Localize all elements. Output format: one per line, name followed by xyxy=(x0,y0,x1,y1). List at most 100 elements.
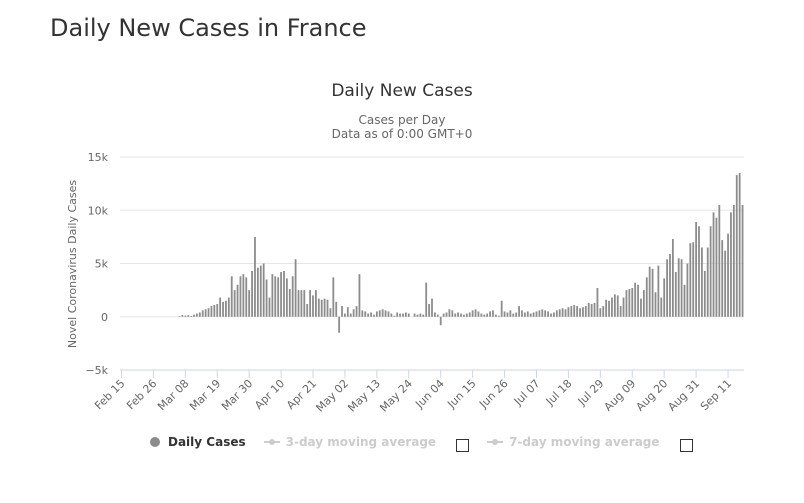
bar[interactable] xyxy=(262,263,265,317)
bar[interactable] xyxy=(251,270,253,317)
bar[interactable] xyxy=(326,299,329,317)
bar[interactable] xyxy=(625,290,628,317)
bar[interactable] xyxy=(332,277,335,317)
bar[interactable] xyxy=(442,313,445,317)
bar[interactable] xyxy=(660,297,663,317)
bar[interactable] xyxy=(439,316,442,326)
bar[interactable] xyxy=(390,313,393,317)
bar[interactable] xyxy=(645,277,648,317)
bar[interactable] xyxy=(178,316,181,317)
bar[interactable] xyxy=(425,282,428,317)
bar[interactable] xyxy=(486,313,489,317)
bar[interactable] xyxy=(582,307,584,317)
bar[interactable] xyxy=(529,313,532,317)
bar[interactable] xyxy=(288,289,291,317)
bar[interactable] xyxy=(596,288,599,317)
bar[interactable] xyxy=(320,299,323,317)
bar[interactable] xyxy=(721,240,724,317)
bar[interactable] xyxy=(245,277,248,317)
bar[interactable] xyxy=(515,312,518,317)
bar[interactable] xyxy=(367,313,370,317)
bar[interactable] xyxy=(500,300,503,317)
bar[interactable] xyxy=(468,312,471,317)
bar[interactable] xyxy=(642,290,645,317)
bar[interactable] xyxy=(709,226,712,317)
bar[interactable] xyxy=(431,298,433,317)
bar[interactable] xyxy=(689,243,692,317)
bar[interactable] xyxy=(309,290,311,317)
bar[interactable] xyxy=(285,278,288,317)
bar[interactable] xyxy=(463,314,465,317)
bar[interactable] xyxy=(616,295,619,317)
bar[interactable] xyxy=(735,175,738,317)
bar[interactable] xyxy=(584,306,587,317)
bar[interactable] xyxy=(358,274,361,317)
bar[interactable] xyxy=(703,270,706,317)
bar[interactable] xyxy=(738,172,741,317)
bar[interactable] xyxy=(526,311,529,317)
bar[interactable] xyxy=(741,204,744,317)
bar[interactable] xyxy=(553,312,555,317)
bar[interactable] xyxy=(628,289,631,317)
bar[interactable] xyxy=(349,313,352,317)
bar[interactable] xyxy=(579,308,581,317)
bar[interactable] xyxy=(497,315,500,317)
bar[interactable] xyxy=(608,300,610,317)
bar[interactable] xyxy=(317,298,320,317)
bar[interactable] xyxy=(303,290,306,317)
bar[interactable] xyxy=(654,292,657,317)
bar[interactable] xyxy=(494,314,497,317)
bar[interactable] xyxy=(718,204,721,317)
bar[interactable] xyxy=(230,276,233,317)
bar[interactable] xyxy=(730,212,732,317)
bar[interactable] xyxy=(225,300,227,317)
bar[interactable] xyxy=(300,290,303,317)
bar[interactable] xyxy=(619,306,622,317)
bar[interactable] xyxy=(227,297,230,317)
bar[interactable] xyxy=(561,308,564,317)
bar[interactable] xyxy=(564,309,567,317)
checkbox-7-day-average[interactable] xyxy=(679,438,693,452)
bar[interactable] xyxy=(190,315,193,317)
bar[interactable] xyxy=(663,278,666,317)
bar[interactable] xyxy=(558,309,561,317)
bar[interactable] xyxy=(448,309,451,317)
bar[interactable] xyxy=(210,306,213,317)
bar[interactable] xyxy=(375,311,378,317)
bar[interactable] xyxy=(341,306,343,317)
bar[interactable] xyxy=(509,310,512,317)
bar[interactable] xyxy=(483,314,486,317)
bar[interactable] xyxy=(222,301,224,317)
bar[interactable] xyxy=(573,305,576,317)
bar[interactable] xyxy=(692,242,695,317)
bar[interactable] xyxy=(666,259,668,317)
bar[interactable] xyxy=(436,314,439,317)
bar[interactable] xyxy=(637,284,639,317)
bar[interactable] xyxy=(283,270,285,317)
bar[interactable] xyxy=(419,313,422,317)
bar[interactable] xyxy=(254,236,256,317)
bar[interactable] xyxy=(669,253,671,317)
bar[interactable] xyxy=(256,267,259,317)
bar[interactable] xyxy=(576,306,579,317)
bar[interactable] xyxy=(640,298,642,317)
bar[interactable] xyxy=(651,268,654,317)
bar[interactable] xyxy=(680,259,683,317)
bar[interactable] xyxy=(196,313,198,317)
bar[interactable] xyxy=(535,311,538,317)
bar[interactable] xyxy=(416,314,419,317)
bar[interactable] xyxy=(193,314,195,317)
bar[interactable] xyxy=(503,311,506,317)
bar[interactable] xyxy=(593,302,596,317)
bar[interactable] xyxy=(393,315,396,317)
bar[interactable] xyxy=(413,313,416,317)
bar[interactable] xyxy=(613,294,616,317)
bar[interactable] xyxy=(399,313,401,317)
bar[interactable] xyxy=(674,272,677,317)
bar[interactable] xyxy=(622,297,625,317)
bar[interactable] xyxy=(323,298,326,317)
bar[interactable] xyxy=(677,258,680,317)
bar[interactable] xyxy=(344,313,346,317)
bar[interactable] xyxy=(329,308,332,317)
bar[interactable] xyxy=(181,315,184,317)
